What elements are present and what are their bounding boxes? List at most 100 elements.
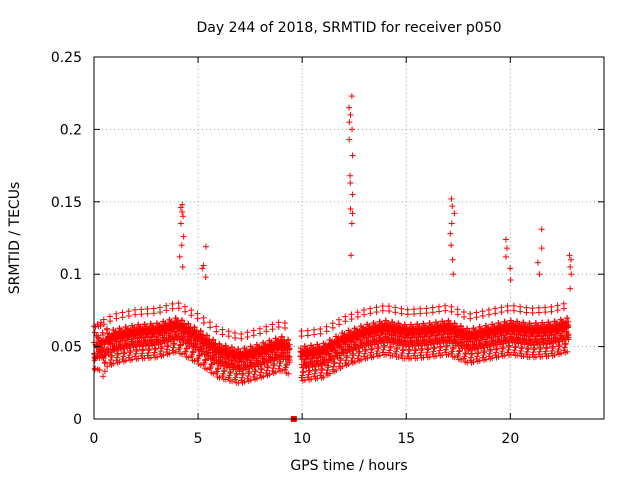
data-point	[170, 344, 177, 351]
data-point	[279, 367, 286, 374]
x-axis-label: GPS time / hours	[290, 458, 407, 474]
data-point	[101, 368, 108, 375]
data-point	[126, 352, 133, 359]
data-point	[226, 372, 233, 379]
data-point	[104, 363, 111, 370]
data-point	[191, 324, 198, 331]
data-point	[175, 305, 182, 312]
data-point	[238, 335, 245, 342]
data-point	[102, 359, 109, 366]
data-point	[171, 340, 178, 347]
data-point	[97, 319, 104, 326]
data-point	[138, 311, 145, 318]
data-point	[263, 328, 270, 335]
data-point	[298, 328, 305, 335]
data-point	[245, 372, 252, 379]
data-point	[100, 321, 107, 328]
data-point	[165, 342, 172, 349]
data-point	[152, 345, 159, 352]
data-point	[188, 312, 195, 319]
data-point	[240, 370, 247, 377]
grid-lines	[94, 57, 604, 419]
data-point	[116, 359, 123, 366]
data-point	[244, 333, 251, 340]
data-point	[354, 313, 361, 320]
data-point	[188, 307, 195, 314]
data-point	[150, 351, 157, 358]
y-axis-label: SRMTID / TECUs	[7, 182, 23, 295]
data-point	[194, 310, 201, 317]
data-point	[175, 300, 182, 307]
data-point	[150, 310, 157, 317]
data-point	[300, 368, 307, 375]
data-point	[351, 359, 358, 366]
data-point	[133, 346, 140, 353]
data-point	[232, 334, 239, 341]
data-point	[254, 375, 261, 382]
data-point	[311, 373, 318, 380]
data-point	[219, 331, 226, 338]
data-point	[131, 353, 138, 360]
data-point	[269, 326, 276, 333]
data-point	[169, 305, 176, 312]
data-point	[247, 377, 254, 384]
data-point	[286, 345, 293, 352]
data-point	[182, 308, 189, 315]
data-point	[157, 348, 164, 355]
data-point	[115, 350, 122, 357]
data-point	[122, 357, 129, 364]
data-point	[317, 330, 324, 337]
data-point	[266, 371, 273, 378]
data-point	[241, 378, 248, 385]
data-point	[348, 316, 355, 323]
data-point	[203, 348, 210, 355]
data-point	[132, 350, 139, 357]
data-point	[108, 352, 115, 359]
data-point	[318, 369, 325, 376]
data-point	[285, 337, 292, 344]
data-point	[91, 329, 98, 336]
data-point	[349, 354, 356, 361]
data-point	[207, 324, 214, 331]
data-point	[343, 357, 350, 364]
data-point	[166, 350, 173, 357]
data-point	[200, 319, 207, 326]
data-point	[144, 310, 151, 317]
data-point	[276, 362, 283, 369]
data-point	[158, 343, 165, 350]
data-point	[154, 354, 161, 361]
data-point	[210, 370, 217, 377]
data-point	[138, 352, 145, 359]
data-point	[121, 349, 128, 356]
data-point	[232, 374, 239, 381]
data-point	[96, 367, 103, 374]
data-point	[101, 360, 108, 367]
data-point	[114, 354, 121, 361]
data-point	[146, 345, 153, 352]
data-point	[213, 323, 220, 330]
data-point	[151, 349, 158, 356]
data-point	[197, 343, 204, 350]
data-point	[286, 357, 293, 364]
data-point	[119, 314, 126, 321]
data-point	[337, 355, 344, 362]
data-point	[257, 330, 264, 337]
data-point	[323, 328, 330, 335]
data-point	[345, 361, 352, 368]
data-point	[185, 354, 192, 361]
data-point	[220, 370, 227, 377]
data-point	[342, 318, 349, 325]
data-point	[326, 370, 333, 377]
data-point	[107, 356, 114, 363]
data-point	[298, 333, 305, 340]
data-point	[305, 371, 312, 378]
data-point	[107, 318, 114, 325]
data-point	[304, 374, 311, 381]
data-point	[285, 370, 292, 377]
data-point	[260, 373, 267, 380]
data-points	[90, 93, 575, 422]
data-point	[145, 349, 152, 356]
data-point	[100, 355, 107, 362]
data-point	[336, 360, 343, 367]
data-point	[110, 360, 117, 367]
